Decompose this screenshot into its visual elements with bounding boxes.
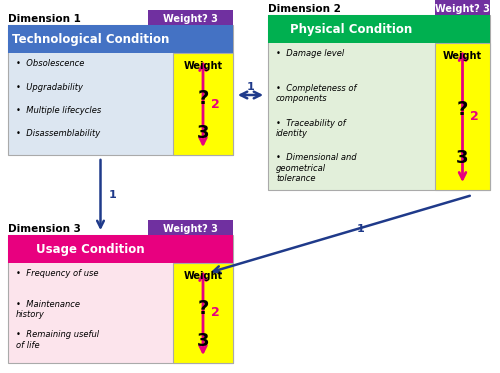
- Text: Weight? 3: Weight? 3: [163, 224, 218, 234]
- Text: •  Disassemblability: • Disassemblability: [16, 129, 100, 138]
- Bar: [8, 235, 233, 263]
- Text: •  Dimensional and
geometrical
tolerance: • Dimensional and geometrical tolerance: [276, 153, 356, 183]
- Text: 3: 3: [197, 123, 209, 142]
- Bar: [173, 263, 233, 363]
- Text: •  Damage level: • Damage level: [276, 49, 344, 58]
- Text: Dimension 1: Dimension 1: [8, 14, 81, 24]
- Text: •  Multiple lifecycles: • Multiple lifecycles: [16, 106, 101, 115]
- Text: 3: 3: [197, 332, 209, 350]
- Bar: [148, 220, 233, 238]
- Text: 3: 3: [456, 149, 469, 167]
- Text: •  Remaining useful
of life: • Remaining useful of life: [16, 330, 99, 350]
- Text: Technological Condition: Technological Condition: [12, 32, 169, 46]
- Text: Weight: Weight: [184, 61, 222, 71]
- Text: •  Upgradability: • Upgradability: [16, 82, 83, 91]
- Text: 2: 2: [470, 110, 479, 123]
- Bar: [435, 43, 490, 190]
- Text: 1: 1: [356, 224, 364, 234]
- Bar: [435, 0, 490, 18]
- Bar: [268, 15, 490, 190]
- Text: 1: 1: [108, 190, 116, 200]
- Bar: [268, 15, 490, 43]
- Bar: [8, 25, 233, 53]
- Bar: [8, 235, 233, 363]
- Text: Dimension 2: Dimension 2: [268, 4, 341, 14]
- Text: Weight? 3: Weight? 3: [163, 14, 218, 24]
- Text: •  Obsolescence: • Obsolescence: [16, 59, 84, 68]
- Text: 2: 2: [210, 307, 220, 320]
- Bar: [148, 10, 233, 28]
- Text: Dimension 3: Dimension 3: [8, 224, 81, 234]
- Text: 1: 1: [246, 82, 254, 92]
- Text: ?: ?: [457, 100, 468, 119]
- Text: Physical Condition: Physical Condition: [290, 22, 412, 35]
- Text: 2: 2: [210, 97, 220, 110]
- Text: Weight: Weight: [443, 51, 482, 61]
- Text: ?: ?: [198, 298, 208, 317]
- Bar: [173, 53, 233, 155]
- Text: Weight: Weight: [184, 271, 222, 281]
- Text: Weight? 3: Weight? 3: [435, 4, 490, 14]
- Text: •  Completeness of
components: • Completeness of components: [276, 84, 356, 103]
- Text: •  Frequency of use: • Frequency of use: [16, 269, 98, 278]
- Text: •  Maintenance
history: • Maintenance history: [16, 300, 80, 319]
- Text: •  Traceability of
identity: • Traceability of identity: [276, 119, 346, 138]
- Bar: [8, 25, 233, 155]
- Text: ?: ?: [198, 90, 208, 109]
- Text: Usage Condition: Usage Condition: [36, 242, 145, 256]
